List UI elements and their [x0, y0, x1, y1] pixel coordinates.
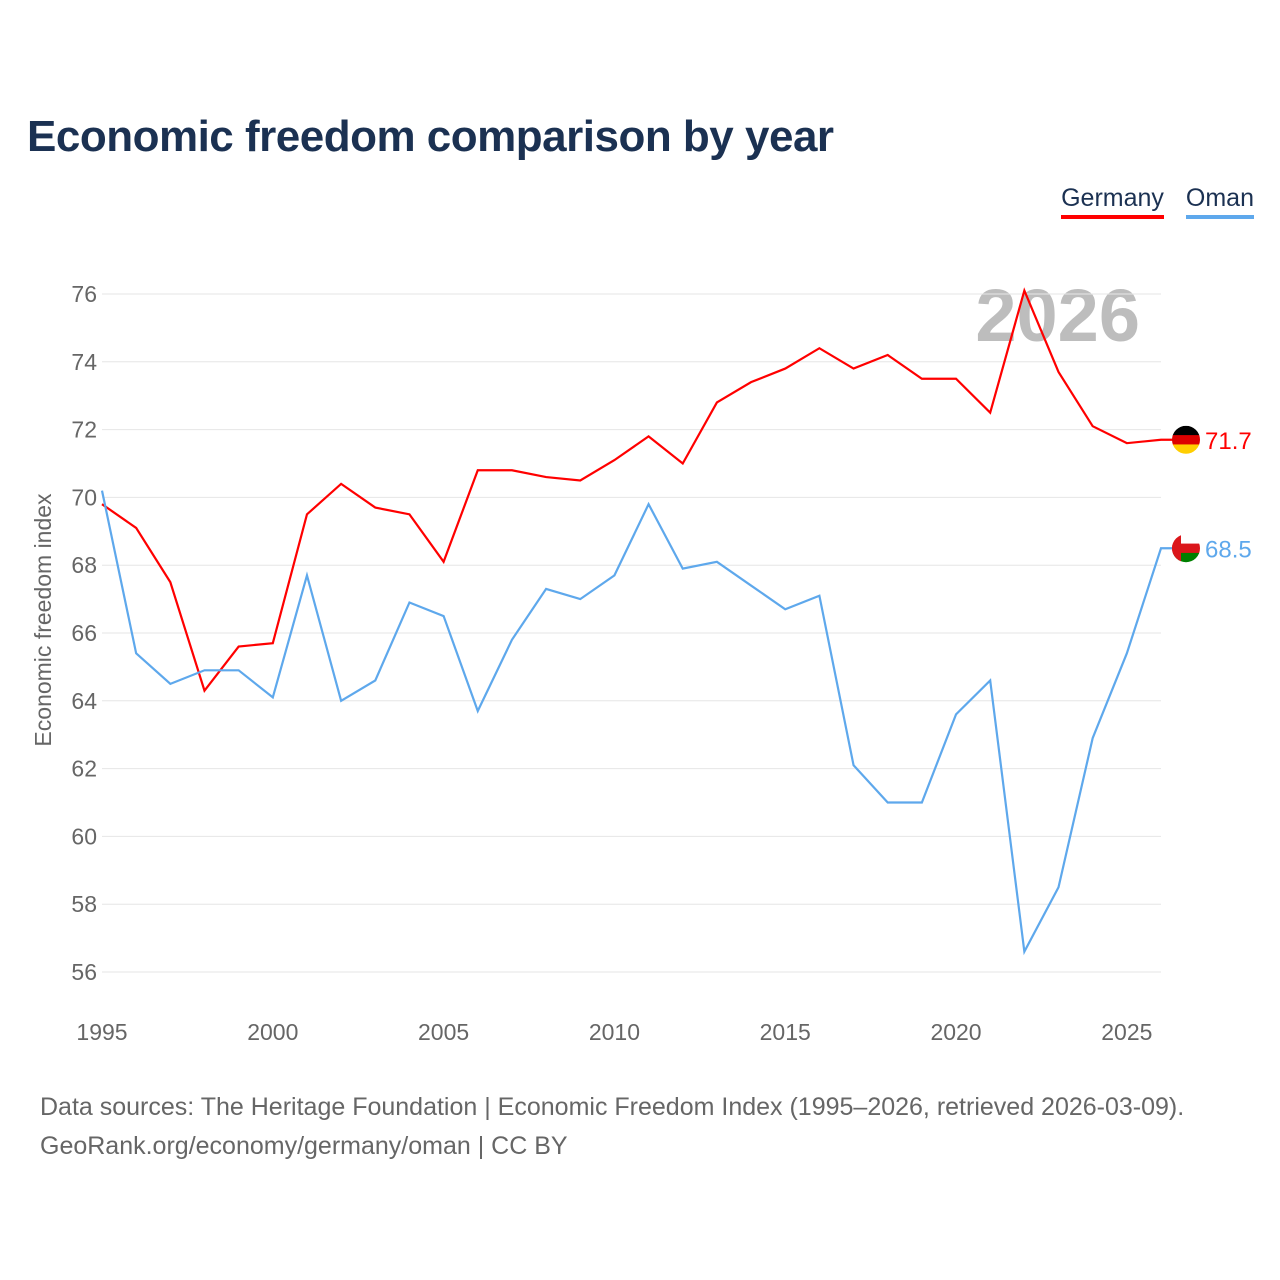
y-axis-label: Economic freedom index — [30, 493, 56, 747]
legend-germany[interactable]: Germany — [1061, 184, 1164, 219]
data-point — [681, 462, 685, 466]
data-point — [578, 597, 582, 601]
data-point — [886, 801, 890, 805]
data-point — [1159, 546, 1163, 550]
data-point — [442, 560, 446, 564]
data-point — [407, 600, 411, 604]
x-tick-label: 2010 — [589, 1019, 640, 1045]
x-tick-label: 2020 — [930, 1019, 981, 1045]
data-point — [647, 434, 651, 438]
y-tick-label: 74 — [71, 349, 97, 375]
year-watermark: 2026 — [975, 274, 1140, 357]
y-tick-label: 76 — [71, 281, 97, 307]
data-point — [1057, 885, 1061, 889]
data-point — [237, 668, 241, 672]
data-point — [510, 638, 514, 642]
data-point — [168, 580, 172, 584]
data-point — [271, 695, 275, 699]
data-point — [954, 377, 958, 381]
y-tick-label: 68 — [71, 552, 97, 578]
data-point — [920, 377, 924, 381]
data-point — [715, 400, 719, 404]
y-tick-label: 58 — [71, 891, 97, 917]
y-tick-label: 70 — [71, 484, 97, 510]
data-point — [202, 689, 206, 693]
data-point — [1091, 424, 1095, 428]
legend: Germany Oman — [1061, 184, 1254, 219]
data-point — [476, 468, 480, 472]
y-tick-label: 60 — [71, 823, 97, 849]
data-point — [202, 668, 206, 672]
y-tick-label: 64 — [71, 688, 97, 714]
end-label-germany: 71.7 — [1205, 428, 1252, 455]
x-tick-label: 2025 — [1101, 1019, 1152, 1045]
end-label-oman: 68.5 — [1205, 536, 1252, 563]
oman-flag-icon — [1172, 534, 1200, 563]
data-point — [852, 763, 856, 767]
data-point — [407, 512, 411, 516]
x-tick-label: 2005 — [418, 1019, 469, 1045]
source-line-1: Data sources: The Heritage Foundation | … — [40, 1093, 1185, 1121]
data-point — [510, 468, 514, 472]
data-point — [442, 614, 446, 618]
legend-oman[interactable]: Oman — [1185, 184, 1254, 219]
data-point — [373, 678, 377, 682]
data-point — [749, 380, 753, 384]
data-point — [817, 346, 821, 350]
data-point — [1159, 438, 1163, 442]
data-point — [373, 506, 377, 510]
data-point — [886, 353, 890, 357]
data-point — [100, 502, 104, 506]
data-point — [305, 512, 309, 516]
data-point — [1091, 736, 1095, 740]
data-point — [100, 489, 104, 493]
data-point — [1022, 950, 1026, 954]
x-tick-label: 1995 — [76, 1019, 127, 1045]
data-point — [168, 682, 172, 686]
data-point — [954, 712, 958, 716]
y-tick-label: 66 — [71, 620, 97, 646]
data-point — [1057, 370, 1061, 374]
data-point — [783, 367, 787, 371]
data-point — [339, 699, 343, 703]
data-point — [681, 567, 685, 571]
data-point — [578, 478, 582, 482]
data-point — [783, 607, 787, 611]
data-point — [1125, 651, 1129, 655]
x-tick-label: 2000 — [247, 1019, 298, 1045]
source-line-2[interactable]: GeoRank.org/economy/germany/oman | CC BY — [40, 1132, 568, 1160]
data-point — [1022, 289, 1026, 293]
data-point — [988, 678, 992, 682]
chart-title: Economic freedom comparison by year — [27, 112, 834, 161]
data-point — [612, 458, 616, 462]
data-point — [920, 801, 924, 805]
x-tick-label: 2015 — [760, 1019, 811, 1045]
data-point — [647, 502, 651, 506]
data-point — [544, 587, 548, 591]
data-point — [988, 411, 992, 415]
y-tick-label: 56 — [71, 959, 97, 985]
data-point — [817, 594, 821, 598]
data-point — [134, 651, 138, 655]
series-line-oman — [100, 490, 1186, 956]
data-point — [1125, 441, 1129, 445]
data-point — [612, 573, 616, 577]
data-point — [544, 475, 548, 479]
data-point — [749, 584, 753, 588]
data-point — [476, 709, 480, 713]
data-point — [134, 526, 138, 530]
y-tick-label: 62 — [71, 756, 97, 782]
data-point — [237, 645, 241, 649]
data-point — [271, 641, 275, 645]
source-note: Data sources: The Heritage Foundation | … — [40, 1088, 1184, 1166]
data-point — [852, 367, 856, 371]
data-point — [339, 482, 343, 486]
y-tick-label: 72 — [71, 417, 97, 443]
series-line-germany — [101, 287, 1186, 693]
data-point — [715, 560, 719, 564]
germany-flag-icon — [1172, 425, 1200, 454]
data-point — [305, 573, 309, 577]
